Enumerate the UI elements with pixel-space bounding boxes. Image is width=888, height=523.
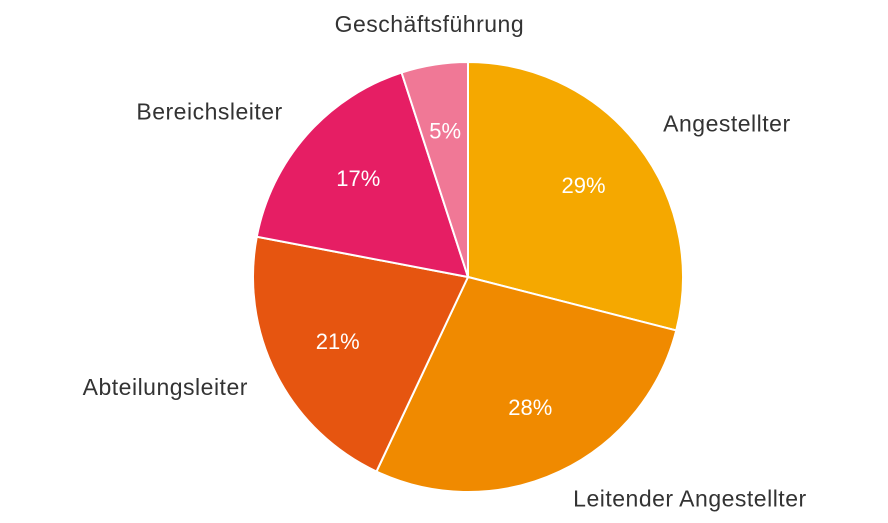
value-label: 28% — [508, 395, 552, 420]
value-label: 17% — [336, 166, 380, 191]
value-label: 21% — [316, 329, 360, 354]
pie-slice — [467, 60, 684, 332]
category-label: Bereichsleiter — [136, 99, 282, 125]
category-label: Angestellter — [663, 111, 790, 137]
category-label: Abteilungsleiter — [83, 374, 248, 400]
pie-slice — [252, 235, 470, 473]
value-label: 5% — [429, 118, 461, 143]
pie-slice — [400, 60, 469, 278]
pie-slice — [255, 71, 470, 279]
pie-slice — [375, 275, 678, 493]
category-label: Leitender Angestellter — [573, 486, 807, 512]
value-label: 29% — [561, 173, 605, 198]
category-label: Geschäftsführung — [335, 11, 525, 37]
